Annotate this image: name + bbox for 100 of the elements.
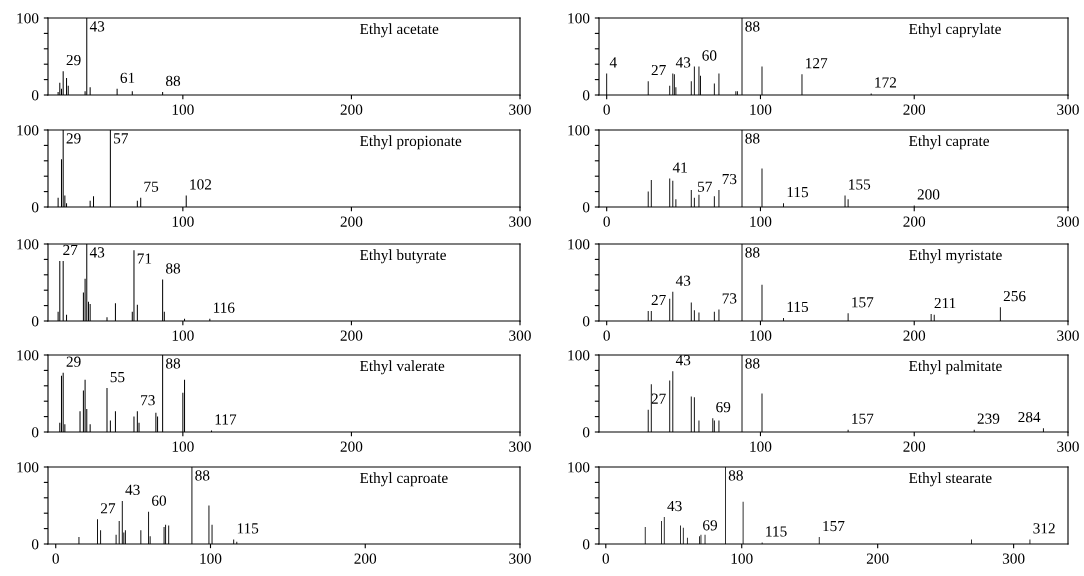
x-tick-label: 200 xyxy=(903,216,926,227)
annotation: 27 xyxy=(651,294,666,305)
annotation: 43 xyxy=(675,57,691,68)
annotation: 157 xyxy=(823,520,845,532)
y-tick-label: 100 xyxy=(17,462,39,473)
x-tick-label: 300 xyxy=(509,216,531,227)
annotation: 69 xyxy=(703,520,718,531)
chart-title: Ethyl acetate xyxy=(359,23,439,38)
chart-title: Ethyl myristate xyxy=(908,249,1002,264)
x-tick-label: 100 xyxy=(750,104,772,115)
x-tick-label: 0 xyxy=(52,553,59,564)
x-tick-label: 0 xyxy=(603,216,610,227)
annotation: 43 xyxy=(667,500,682,512)
x-tick-label: 100 xyxy=(172,330,194,341)
annotation: 88 xyxy=(745,21,760,32)
annotation: 256 xyxy=(1003,290,1026,302)
y-tick-label: 0 xyxy=(31,316,39,327)
x-tick-label: 100 xyxy=(172,441,194,452)
y-tick-label: 100 xyxy=(568,125,590,136)
y-tick-label: 100 xyxy=(568,239,590,250)
annotation: 115 xyxy=(766,526,787,537)
x-tick-label: 200 xyxy=(340,330,363,341)
x-tick-label: 100 xyxy=(750,330,772,341)
x-tick-label: 200 xyxy=(340,441,363,452)
y-tick-label: 0 xyxy=(582,316,590,327)
annotation: 29 xyxy=(66,133,81,144)
annotation: 73 xyxy=(722,173,737,185)
annotation: 4 xyxy=(609,57,617,68)
x-tick-label: 200 xyxy=(354,553,377,564)
annotation: 117 xyxy=(215,414,237,425)
y-tick-label: 100 xyxy=(568,350,590,361)
y-tick-label: 0 xyxy=(31,202,39,213)
annotation: 27 xyxy=(63,244,78,255)
annotation: 284 xyxy=(1018,411,1041,423)
annotation: 88 xyxy=(165,75,181,87)
x-tick-label: 200 xyxy=(866,553,889,564)
x-tick-label: 100 xyxy=(172,104,194,115)
annotation: 43 xyxy=(89,21,105,32)
annotation: 43 xyxy=(125,484,140,495)
annotation: 239 xyxy=(977,413,1000,424)
chart-title: Ethyl valerate xyxy=(359,360,445,375)
annotation: 60 xyxy=(152,495,167,506)
y-tick-label: 0 xyxy=(582,427,590,438)
y-tick-label: 100 xyxy=(568,13,590,24)
annotation: 27 xyxy=(651,64,666,76)
chart-title: Ethyl caprylate xyxy=(908,23,1001,38)
x-tick-label: 300 xyxy=(509,104,531,115)
x-tick-label: 300 xyxy=(1057,330,1079,341)
chart-title: Ethyl palmitate xyxy=(908,360,1002,375)
y-tick-label: 0 xyxy=(582,202,590,213)
annotation: 88 xyxy=(728,470,743,481)
annotation: 312 xyxy=(1033,523,1055,534)
x-tick-label: 0 xyxy=(602,553,610,564)
annotation: 88 xyxy=(745,358,760,369)
annotation: 211 xyxy=(934,297,956,309)
y-tick-label: 100 xyxy=(17,13,39,24)
chart-title: Ethyl caproate xyxy=(359,472,448,487)
annotation: 75 xyxy=(144,181,159,192)
annotation: 157 xyxy=(852,413,874,424)
x-tick-label: 300 xyxy=(1057,216,1079,227)
annotation: 115 xyxy=(237,523,259,534)
annotation: 69 xyxy=(716,401,731,413)
y-tick-label: 0 xyxy=(582,539,590,550)
annotation: 29 xyxy=(66,356,81,367)
annotation: 57 xyxy=(114,133,128,144)
annotation: 200 xyxy=(917,189,940,200)
annotation: 88 xyxy=(745,133,760,144)
annotation: 88 xyxy=(195,470,210,481)
x-tick-label: 300 xyxy=(1002,553,1025,564)
x-tick-label: 200 xyxy=(903,104,926,115)
annotation: 88 xyxy=(165,358,181,369)
y-tick-label: 100 xyxy=(17,125,39,136)
x-tick-label: 300 xyxy=(1057,104,1079,115)
annotation: 71 xyxy=(137,253,152,264)
x-tick-label: 100 xyxy=(750,441,772,452)
annotation: 41 xyxy=(672,162,687,173)
y-tick-label: 100 xyxy=(568,462,590,473)
annotation: 88 xyxy=(745,247,760,258)
x-tick-label: 200 xyxy=(340,104,363,115)
annotation: 43 xyxy=(675,355,691,366)
x-tick-label: 0 xyxy=(603,330,610,341)
x-tick-label: 300 xyxy=(509,330,531,341)
x-tick-label: 200 xyxy=(903,330,926,341)
annotation: 61 xyxy=(120,72,135,83)
annotation: 55 xyxy=(110,372,125,383)
annotation: 29 xyxy=(66,54,81,66)
x-tick-label: 100 xyxy=(172,216,194,227)
y-tick-label: 0 xyxy=(31,90,39,101)
annotation: 60 xyxy=(702,50,717,61)
x-tick-label: 300 xyxy=(1057,441,1079,452)
chart-title: Ethyl propionate xyxy=(359,135,462,150)
annotation: 43 xyxy=(89,247,105,258)
y-tick-label: 100 xyxy=(17,239,39,250)
x-tick-label: 0 xyxy=(603,104,610,115)
y-tick-label: 0 xyxy=(31,539,39,550)
annotation: 73 xyxy=(141,395,155,406)
annotation: 73 xyxy=(722,293,737,304)
annotation: 157 xyxy=(852,297,874,308)
annotation: 88 xyxy=(165,263,181,274)
chart-title: Ethyl stearate xyxy=(908,472,992,487)
